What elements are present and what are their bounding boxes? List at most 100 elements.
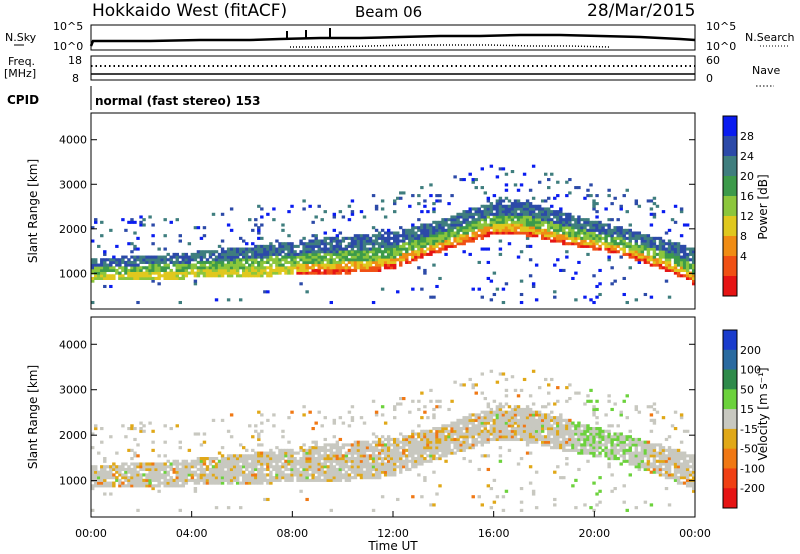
power-cell — [667, 252, 672, 256]
power-cell — [223, 252, 228, 256]
velocity-cell — [507, 435, 512, 439]
velocity-cell — [368, 457, 373, 461]
velocity-cell — [580, 451, 584, 455]
power-cell — [634, 258, 639, 262]
velocity-cell — [130, 467, 134, 472]
velocity-cell — [423, 432, 427, 436]
velocity-cell — [275, 476, 279, 480]
power-cell — [474, 178, 478, 182]
velocity-cell — [103, 481, 107, 485]
power-cell — [522, 204, 527, 208]
velocity-cell — [220, 481, 225, 485]
power-cell — [199, 258, 204, 262]
velocity-cell — [417, 446, 421, 450]
velocity-cell — [245, 462, 249, 466]
velocity-cell — [498, 413, 503, 417]
power-cell — [510, 202, 515, 206]
velocity-cell — [329, 448, 333, 452]
velocity-cell — [109, 465, 113, 469]
power-cell — [151, 255, 155, 259]
velocity-cell — [432, 451, 436, 455]
velocity-cell — [637, 437, 642, 442]
velocity-cell — [495, 495, 500, 499]
velocity-cell — [550, 418, 554, 422]
velocity-cell — [254, 424, 258, 428]
freq-unit: [MHz] — [4, 67, 36, 80]
velocity-cell — [115, 451, 119, 455]
power-cell — [193, 282, 198, 286]
velocity-cell — [226, 481, 231, 485]
power-cell — [423, 204, 427, 208]
power-cell — [405, 252, 409, 256]
power-cell — [308, 252, 312, 256]
velocity-cell — [323, 478, 327, 482]
velocity-cell — [136, 473, 140, 477]
power-cell — [287, 247, 291, 251]
velocity-cell — [368, 470, 373, 474]
velocity-cell — [534, 413, 539, 417]
velocity-cell — [365, 459, 370, 463]
velocity-cell — [284, 459, 288, 463]
power-cell — [290, 263, 294, 267]
power-cell — [519, 279, 524, 283]
velocity-cell — [196, 459, 201, 463]
power-cell — [592, 242, 596, 246]
velocity-cell — [374, 448, 379, 452]
velocity-cell — [634, 446, 639, 450]
velocity-cell — [148, 421, 152, 425]
velocity-cell — [610, 437, 614, 442]
power-cell — [577, 234, 581, 238]
power-cell — [178, 268, 182, 272]
velocity-cell — [196, 467, 201, 472]
velocity-cell — [679, 413, 684, 417]
power-cell — [109, 228, 113, 232]
velocity-cell — [679, 470, 684, 474]
power-cell — [513, 204, 518, 208]
power-cell — [399, 239, 403, 243]
power-cell — [130, 268, 134, 272]
velocity-cell — [172, 462, 176, 466]
power-cell — [411, 247, 415, 251]
velocity-cell — [217, 465, 222, 469]
colorbar-swatch — [723, 196, 737, 217]
velocity-cell — [178, 484, 182, 488]
power-cell — [420, 228, 424, 232]
power-cell — [269, 258, 273, 262]
velocity-cell — [380, 459, 385, 463]
power-cell — [411, 228, 415, 232]
power-cell — [417, 218, 421, 222]
power-cell — [598, 244, 602, 248]
power-cell — [205, 274, 210, 278]
velocity-cell — [652, 470, 657, 474]
power-cell — [655, 244, 660, 248]
velocity-cell — [556, 424, 560, 428]
colorbar-swatch — [723, 349, 737, 371]
velocity-cell — [242, 473, 246, 477]
velocity-cell — [332, 467, 337, 472]
velocity-cell — [202, 432, 207, 436]
power-cell — [317, 250, 321, 254]
velocity-cell — [571, 421, 575, 425]
power-cell — [91, 279, 95, 283]
velocity-cell — [616, 443, 620, 447]
velocity-cell — [691, 476, 696, 480]
velocity-cell — [238, 473, 243, 477]
power-cell — [646, 242, 651, 246]
power-cell — [559, 226, 563, 230]
velocity-cell — [133, 478, 137, 482]
power-cell — [547, 178, 551, 182]
velocity-cell — [145, 478, 149, 482]
power-cell — [393, 263, 397, 267]
power-cell — [453, 244, 457, 248]
power-cell — [643, 292, 648, 297]
power-cell — [528, 215, 533, 219]
velocity-cell — [450, 448, 454, 452]
velocity-cell — [377, 451, 382, 455]
power-cell — [329, 271, 333, 275]
power-cell — [673, 204, 678, 208]
velocity-cell — [417, 443, 421, 447]
velocity-cell — [181, 481, 186, 485]
power-cell — [652, 263, 657, 267]
power-cell — [492, 292, 497, 297]
power-cell — [483, 212, 488, 216]
